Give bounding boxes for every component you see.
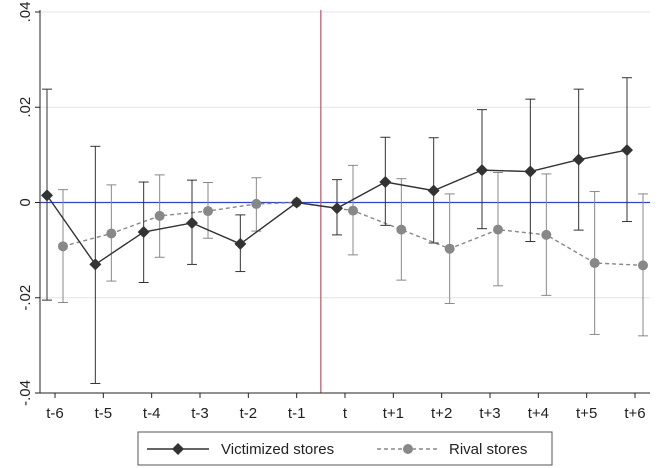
x-tick-label: t-3 bbox=[191, 405, 209, 422]
legend-label-victimized-stores: Victimized stores bbox=[221, 441, 334, 458]
y-tick-label: 0 bbox=[17, 198, 34, 206]
data-point bbox=[58, 241, 68, 252]
data-point bbox=[106, 228, 117, 239]
y-tick-label: -.04 bbox=[17, 380, 34, 406]
data-point bbox=[621, 144, 633, 157]
x-tick-label: t+6 bbox=[624, 405, 645, 422]
x-tick-label: t+3 bbox=[479, 405, 500, 422]
data-point bbox=[331, 202, 343, 215]
series-victimized-stores bbox=[41, 77, 633, 384]
data-point bbox=[524, 165, 537, 178]
data-point bbox=[379, 176, 392, 189]
legend: Victimized stores Rival stores bbox=[137, 431, 553, 466]
data-point bbox=[41, 189, 53, 202]
data-point bbox=[290, 196, 303, 209]
x-tick-label: t+2 bbox=[431, 405, 452, 422]
data-point bbox=[186, 216, 198, 229]
legend-label-rival-stores: Rival stores bbox=[449, 441, 527, 458]
x-tick-label: t-2 bbox=[240, 405, 258, 422]
series-layer bbox=[41, 77, 648, 384]
data-point bbox=[348, 205, 358, 216]
data-point bbox=[638, 260, 648, 271]
legend-swatch-rival-stores bbox=[377, 444, 439, 454]
data-point bbox=[89, 258, 102, 271]
x-tick-label: t bbox=[343, 405, 348, 422]
y-tick-label: -.02 bbox=[17, 285, 34, 311]
x-tick-label: t+4 bbox=[528, 405, 549, 422]
x-tick-label: t-1 bbox=[288, 405, 306, 422]
x-tick-label: t-4 bbox=[143, 405, 161, 422]
x-tick-label: t-5 bbox=[95, 405, 113, 422]
y-tick-label: .04 bbox=[17, 2, 34, 23]
series-rival-stores bbox=[58, 164, 648, 337]
data-point bbox=[251, 198, 262, 209]
data-point bbox=[541, 229, 552, 240]
axes: -.04 -.02 0 .02 .04 t-6 t-5 t-4 t-3 t-2 t-1 t t+1 t+2… bbox=[17, 2, 650, 422]
x-tick-label: t-6 bbox=[46, 405, 64, 422]
data-point bbox=[137, 226, 150, 239]
x-tick-label: t+1 bbox=[383, 405, 404, 422]
data-point bbox=[234, 237, 247, 250]
data-point bbox=[589, 257, 600, 268]
data-point bbox=[396, 224, 407, 235]
data-point bbox=[493, 224, 503, 235]
legend-marker bbox=[403, 444, 413, 454]
data-point bbox=[572, 153, 585, 166]
data-point bbox=[154, 210, 165, 221]
legend-marker bbox=[172, 443, 184, 455]
x-tick-label: t+5 bbox=[576, 405, 597, 422]
data-point bbox=[476, 164, 488, 177]
data-point bbox=[203, 206, 213, 217]
reference-lines bbox=[40, 10, 650, 393]
data-point bbox=[427, 184, 440, 197]
data-point bbox=[444, 243, 455, 254]
y-tick-label: .02 bbox=[17, 97, 34, 118]
legend-swatch-victimized-stores bbox=[147, 443, 209, 455]
